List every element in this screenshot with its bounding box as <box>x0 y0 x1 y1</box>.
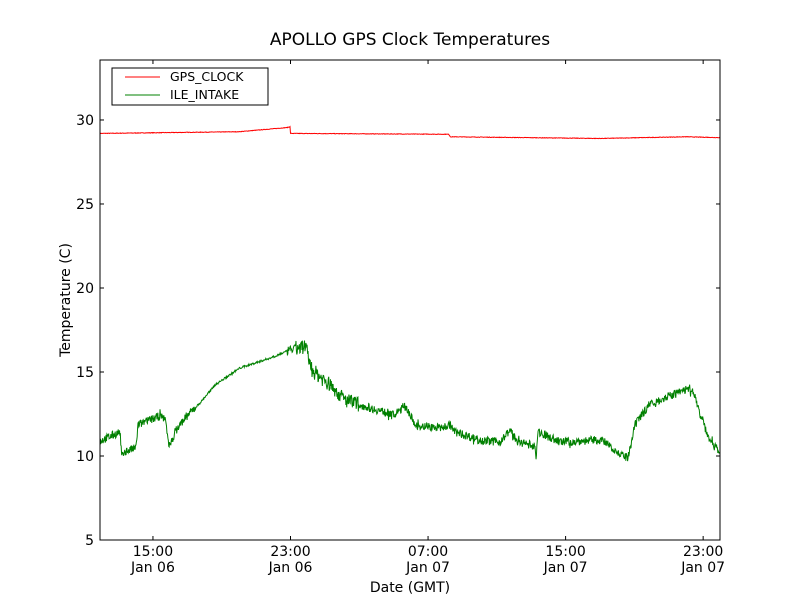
y-tick-label: 20 <box>76 281 94 297</box>
x-tick-date: Jan 06 <box>268 560 313 576</box>
x-tick-time: 15:00 <box>545 544 585 560</box>
y-tick-label: 15 <box>76 365 94 381</box>
x-axis-label: Date (GMT) <box>370 580 450 596</box>
legend-label-gps-clock: GPS_CLOCK <box>170 69 244 84</box>
x-tick-time: 23:00 <box>683 544 723 560</box>
x-tick-date: Jan 07 <box>543 560 588 576</box>
x-tick-time: 07:00 <box>408 544 448 560</box>
legend-label-ile-intake: ILE_INTAKE <box>170 87 239 102</box>
series-line-ile-intake <box>99 340 721 462</box>
x-tick-time: 15:00 <box>133 544 173 560</box>
y-axis-label: Temperature (C) <box>58 243 74 358</box>
x-tick-date: Jan 07 <box>405 560 450 576</box>
plot-frame <box>99 59 721 541</box>
series-layer <box>99 125 721 462</box>
y-tick-label: 30 <box>76 113 94 129</box>
y-tick-label: 10 <box>76 449 94 465</box>
x-tick-time: 23:00 <box>270 544 310 560</box>
legend-box <box>111 67 269 106</box>
series-line-gps-clock <box>99 125 721 140</box>
x-tick-date: Jan 06 <box>130 560 175 576</box>
y-tick-label: 5 <box>85 533 94 549</box>
chart-title: APOLLO GPS Clock Temperatures <box>270 30 550 50</box>
legend: GPS_CLOCK ILE_INTAKE <box>111 67 269 106</box>
x-tick-date: Jan 07 <box>680 560 725 576</box>
y-tick-label: 25 <box>76 197 94 213</box>
